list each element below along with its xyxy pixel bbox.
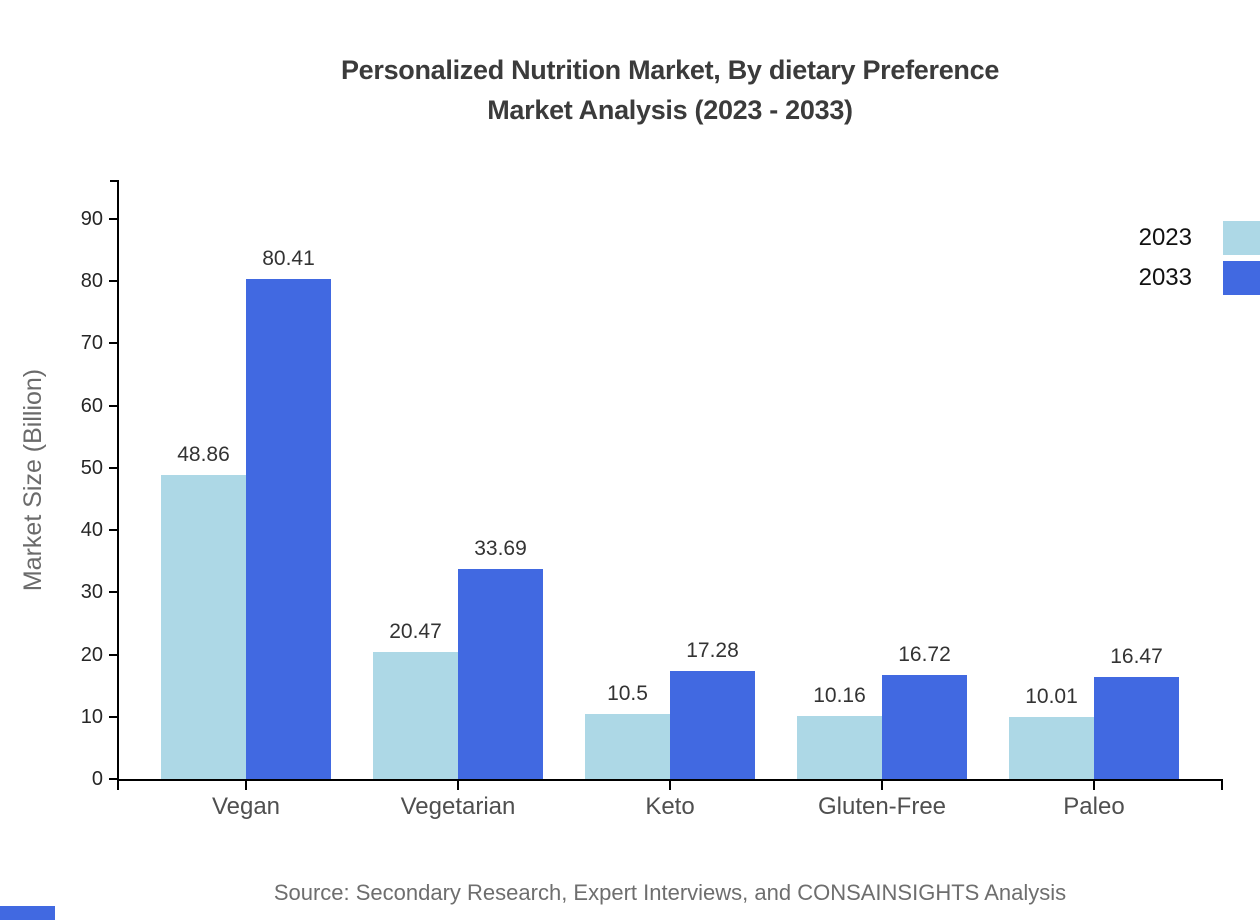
legend-label: 2023 xyxy=(1138,224,1192,251)
bar-2033-vegan xyxy=(246,278,331,779)
bar-value-label: 48.86 xyxy=(177,442,230,466)
y-tick-mark xyxy=(109,529,117,532)
x-axis-line xyxy=(117,779,1223,781)
x-tick-mark xyxy=(669,781,671,790)
bar-2023-vegetarian xyxy=(373,651,458,779)
y-tick-label: 0 xyxy=(91,768,103,790)
bar-2033-gluten-free xyxy=(882,674,967,779)
bar-value-label: 10.5 xyxy=(607,681,648,705)
y-tick-label: 10 xyxy=(80,705,103,728)
y-tick-mark xyxy=(109,778,117,780)
x-category-label: Vegan xyxy=(211,793,281,820)
y-tick-mark xyxy=(109,591,117,594)
y-tick-mark xyxy=(109,342,117,345)
bar-2023-vegan xyxy=(161,474,246,779)
bar-value-label: 20.47 xyxy=(389,619,442,643)
x-tick-mark xyxy=(457,781,459,790)
x-category-label: Vegetarian xyxy=(400,793,516,820)
x-category-label: Gluten-Free xyxy=(817,793,947,820)
y-tick-label: 40 xyxy=(80,519,103,542)
bar-2033-paleo xyxy=(1094,676,1179,779)
legend: 2023 2033 xyxy=(980,218,1260,298)
legend-row: 2023 xyxy=(980,218,1260,258)
y-tick-mark xyxy=(109,404,117,407)
legend-swatch-2033 xyxy=(1223,261,1260,295)
y-tick-label: 20 xyxy=(80,643,103,666)
legend-swatch-2023 xyxy=(1223,221,1260,255)
x-category-label: Keto xyxy=(645,793,695,820)
chart-title-line2: Market Analysis (2023 - 2033) xyxy=(487,95,853,125)
y-tick-mark xyxy=(109,466,117,469)
corner-accent-bar xyxy=(0,906,55,920)
bar-value-label: 16.47 xyxy=(1110,644,1163,668)
chart-title-line1: Personalized Nutrition Market, By dietar… xyxy=(340,55,1000,85)
legend-label: 2033 xyxy=(1138,264,1192,291)
bar-2023-keto xyxy=(585,713,670,779)
y-axis-line xyxy=(117,180,119,781)
legend-row: 2033 xyxy=(980,258,1260,298)
bar-value-label: 10.16 xyxy=(813,683,866,707)
x-axis-left-end-tick xyxy=(117,781,119,790)
bar-value-label: 16.72 xyxy=(898,642,951,666)
y-tick-label: 80 xyxy=(80,270,103,293)
x-tick-mark xyxy=(881,781,883,790)
y-tick-mark xyxy=(109,218,117,220)
bar-2023-paleo xyxy=(1009,716,1094,779)
y-tick-label: 60 xyxy=(80,394,103,417)
y-tick-label: 30 xyxy=(80,581,103,604)
y-tick-mark xyxy=(109,653,117,656)
bar-2033-keto xyxy=(670,671,755,779)
x-axis-right-end-tick xyxy=(1221,781,1223,790)
x-tick-mark xyxy=(1093,781,1095,790)
y-axis-top-end-tick xyxy=(110,180,118,182)
bar-value-label: 10.01 xyxy=(1025,684,1078,708)
x-category-label: Paleo xyxy=(1063,793,1125,820)
bar-2023-gluten-free xyxy=(797,715,882,779)
y-tick-mark xyxy=(109,280,117,283)
bar-2033-vegetarian xyxy=(458,569,543,779)
y-tick-label: 70 xyxy=(80,332,103,355)
y-tick-mark xyxy=(109,715,117,718)
y-tick-label: 50 xyxy=(80,456,103,479)
bar-value-label: 17.28 xyxy=(686,639,739,663)
x-tick-mark xyxy=(245,781,247,790)
bar-value-label: 33.69 xyxy=(474,537,527,561)
y-tick-label: 90 xyxy=(80,208,103,230)
source-note: Source: Secondary Research, Expert Inter… xyxy=(273,880,1067,905)
chart-title: Personalized Nutrition Market, By dietar… xyxy=(118,50,1222,130)
bar-value-label: 80.41 xyxy=(262,246,315,270)
